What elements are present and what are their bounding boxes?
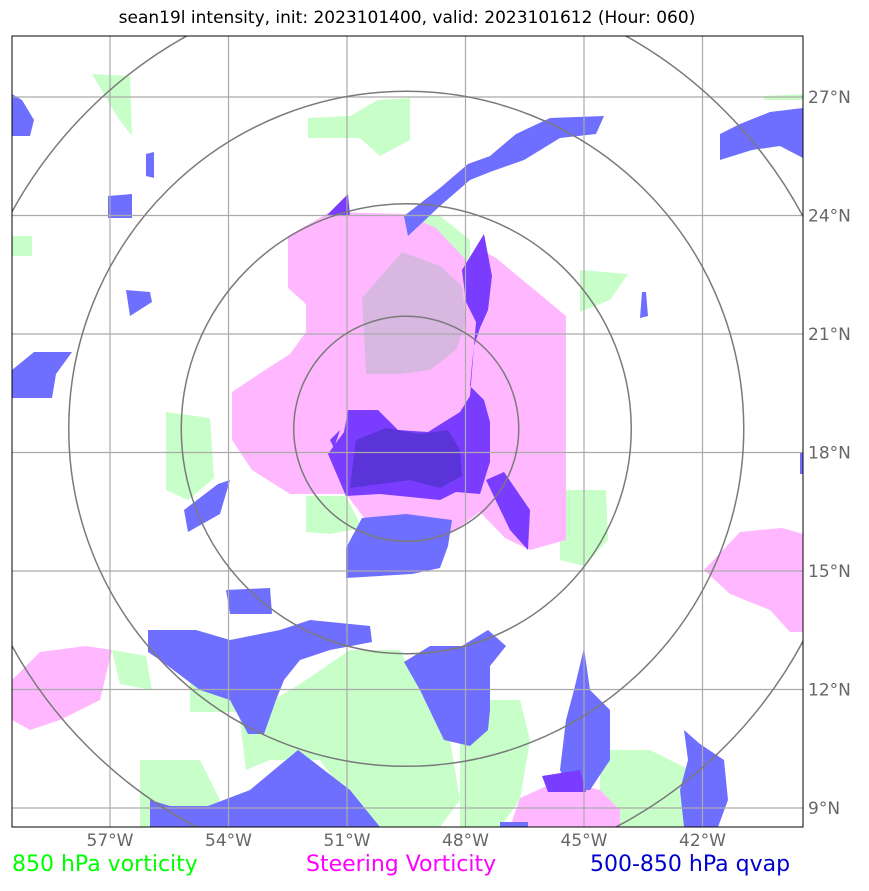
legend-steering-vorticity: Steering Vorticity bbox=[306, 852, 497, 877]
y-tick-label: 12°N bbox=[808, 681, 851, 701]
y-tick-label: 18°N bbox=[808, 444, 851, 464]
core-darker-layer bbox=[350, 428, 462, 488]
x-tick-label: 45°W bbox=[561, 831, 608, 851]
x-tick-labels: 57°W 54°W 51°W 48°W 45°W 42°W bbox=[87, 831, 727, 851]
overlap-core-layer bbox=[326, 194, 586, 792]
legend-850-vorticity: 850 hPa vorticity bbox=[12, 852, 198, 877]
range-ring bbox=[68, 90, 745, 768]
y-tick-labels: 27°N 24°N 21°N 18°N 15°N 12°N 9°N bbox=[808, 88, 851, 819]
y-tick-label: 24°N bbox=[808, 207, 851, 227]
range-rings bbox=[12, 36, 803, 827]
x-tick-label: 42°W bbox=[679, 831, 726, 851]
x-tick-label: 48°W bbox=[442, 831, 489, 851]
x-tick-label: 57°W bbox=[87, 831, 134, 851]
x-tick-label: 51°W bbox=[324, 831, 371, 851]
y-tick-label: 21°N bbox=[808, 325, 851, 345]
gridlines bbox=[12, 36, 803, 827]
y-tick-label: 9°N bbox=[808, 799, 840, 819]
map-title: sean19l intensity, init: 2023101400, val… bbox=[118, 8, 696, 28]
range-ring bbox=[293, 315, 520, 543]
legend-qvap: 500-850 hPa qvap bbox=[590, 852, 791, 877]
map-axes bbox=[12, 36, 803, 827]
y-tick-label: 15°N bbox=[808, 562, 851, 582]
range-ring bbox=[180, 203, 632, 655]
overlap-mauve-layer bbox=[362, 252, 466, 374]
y-tick-label: 27°N bbox=[808, 88, 851, 108]
x-tick-label: 54°W bbox=[205, 831, 252, 851]
axes-frame bbox=[11, 35, 804, 828]
